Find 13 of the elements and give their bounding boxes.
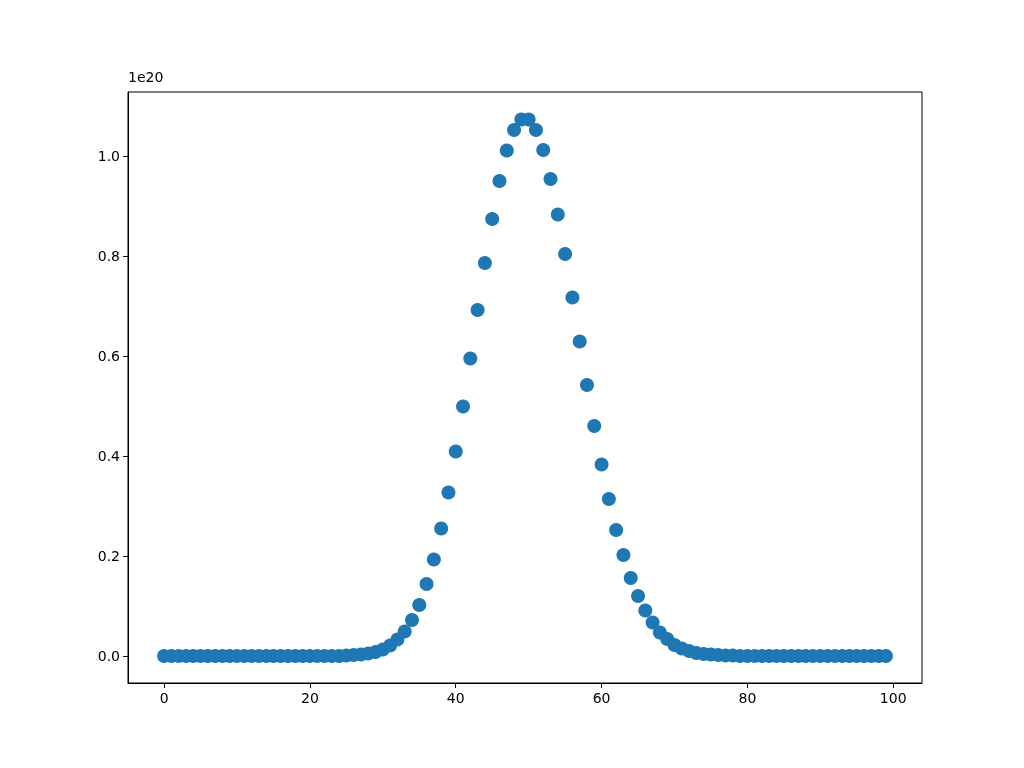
y-tick-label: 0.6 xyxy=(97,348,121,364)
x-tick-label: 20 xyxy=(301,690,319,706)
y-tick-label: 0.2 xyxy=(97,548,120,564)
y-tick-label: 0.4 xyxy=(97,448,121,464)
x-tick-label: 60 xyxy=(592,690,611,706)
y-tick-label: 1.0 xyxy=(97,148,120,164)
x-tick-label: 80 xyxy=(738,690,757,706)
y-tick-label: 0.0 xyxy=(97,648,120,664)
x-tick-label: 0 xyxy=(159,690,169,706)
x-tick-label: 100 xyxy=(879,690,907,706)
y-tick-label: 0.8 xyxy=(97,248,120,264)
text: 1e20 xyxy=(128,69,164,85)
x-tick-label: 40 xyxy=(446,690,465,706)
